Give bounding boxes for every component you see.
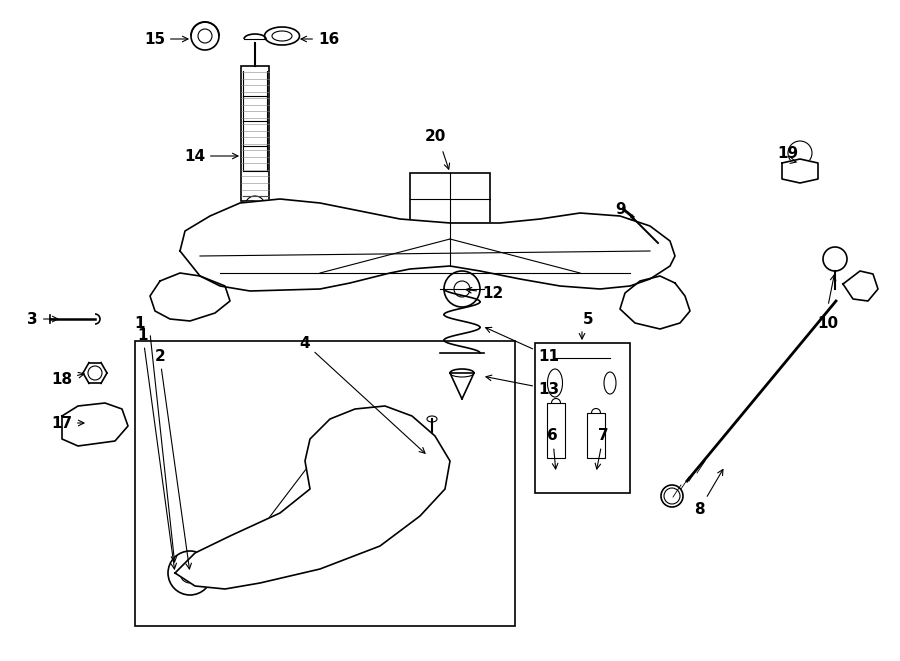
Bar (241, 66, 269, 201)
Text: 17: 17 (51, 416, 84, 430)
Circle shape (185, 296, 195, 306)
Text: 6: 6 (547, 428, 558, 469)
Polygon shape (62, 403, 128, 446)
Text: 5: 5 (582, 311, 593, 327)
Text: 8: 8 (695, 469, 723, 516)
Text: 19: 19 (778, 145, 798, 161)
Polygon shape (175, 406, 450, 589)
Text: 14: 14 (184, 149, 238, 163)
Text: 2: 2 (154, 348, 192, 569)
Text: 3: 3 (27, 311, 58, 327)
Text: 13: 13 (486, 375, 559, 397)
Text: 9: 9 (615, 202, 634, 221)
Text: 12: 12 (466, 286, 503, 301)
Text: 4: 4 (300, 336, 425, 453)
Text: 7: 7 (595, 428, 608, 469)
Polygon shape (843, 271, 878, 301)
Text: 10: 10 (817, 315, 839, 330)
Text: 1: 1 (138, 327, 176, 569)
Polygon shape (782, 159, 818, 183)
Bar (547, 403, 565, 458)
Bar (135, 341, 515, 626)
Bar (535, 343, 630, 493)
Text: 16: 16 (301, 32, 339, 46)
Polygon shape (620, 276, 690, 329)
Bar (587, 413, 605, 458)
Text: 20: 20 (424, 128, 446, 143)
Bar (410, 173, 490, 223)
Text: 15: 15 (144, 32, 188, 46)
Polygon shape (180, 199, 675, 291)
Text: 18: 18 (51, 371, 84, 387)
Text: 11: 11 (486, 327, 559, 364)
Polygon shape (150, 273, 230, 321)
Circle shape (650, 298, 660, 308)
Text: 1: 1 (134, 315, 145, 330)
